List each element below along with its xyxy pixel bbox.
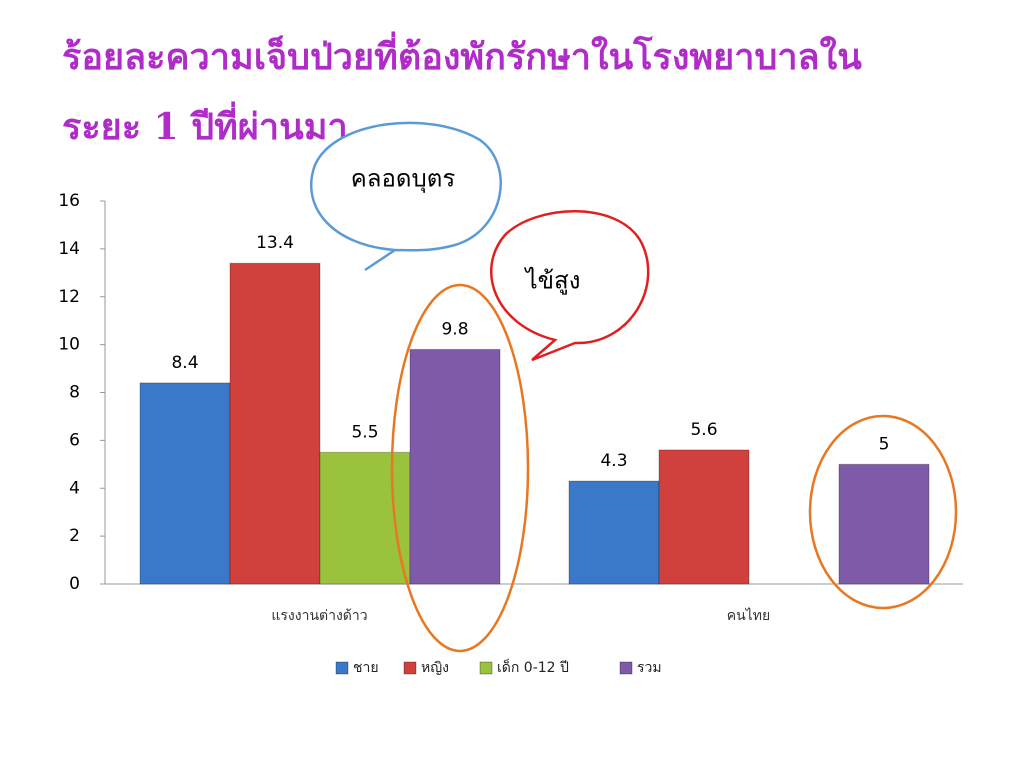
legend-swatch (335, 661, 349, 675)
y-tick-label: 2 (69, 526, 80, 546)
chart-title: ร้อยละความเจ็บป่วยที่ต้องพักรักษาในโรงพย… (62, 36, 862, 148)
value-label: 13.4 (256, 233, 294, 253)
y-tick-label: 0 (69, 574, 80, 594)
y-tick-label: 14 (58, 239, 80, 259)
y-tick-label: 10 (58, 335, 80, 355)
x-tick-label: คนไทย (727, 607, 770, 624)
legend-swatch (403, 661, 417, 675)
highlight-ellipse (808, 414, 958, 610)
legend-label: รวม (637, 660, 662, 676)
legend-swatch (619, 661, 633, 675)
legend-label: ชาย (353, 660, 379, 676)
y-tick-label: 16 (58, 191, 80, 211)
bar (319, 451, 411, 585)
bar (229, 262, 321, 585)
x-tick-label: แรงงานต่างด้าว (271, 608, 367, 624)
bar (838, 463, 930, 585)
highlight-ellipse (390, 283, 530, 653)
callout-bubble (309, 121, 502, 272)
legend-swatch (479, 661, 493, 675)
value-label: 5.5 (351, 422, 378, 442)
annotation: ไข้สูง (524, 267, 581, 296)
y-tick-label: 4 (69, 478, 80, 498)
value-label: 4.3 (600, 451, 627, 471)
y-tick-label: 6 (69, 430, 80, 450)
value-label: 5 (879, 434, 890, 454)
y-tick-label: 12 (58, 287, 80, 307)
bar (139, 382, 231, 585)
bar (658, 449, 750, 585)
bar (568, 480, 660, 585)
annotation: คลอดบุตร (351, 165, 456, 194)
y-tick-label: 8 (69, 383, 80, 403)
legend-label: เด็ก 0-12 ปี (497, 658, 569, 676)
callout-bubble (489, 210, 650, 362)
legend-label: หญิง (421, 660, 449, 676)
bar (409, 348, 501, 585)
value-label: 9.8 (441, 319, 468, 339)
value-label: 5.6 (690, 420, 717, 440)
value-label: 8.4 (171, 353, 198, 373)
